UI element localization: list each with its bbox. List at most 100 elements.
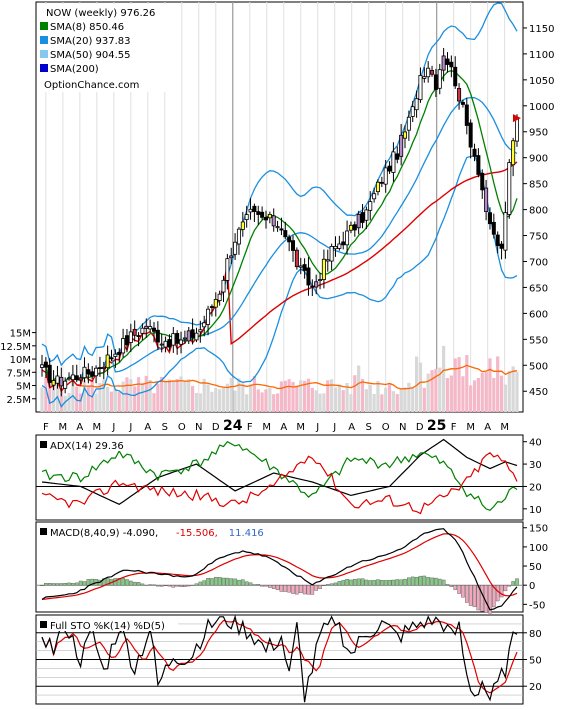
candle-body bbox=[303, 265, 306, 271]
volume-bar bbox=[280, 381, 283, 412]
candle-body bbox=[71, 375, 74, 380]
candle-body bbox=[427, 68, 430, 77]
macd-histogram-bar bbox=[67, 583, 70, 585]
volume-bar bbox=[203, 379, 206, 412]
candle-body bbox=[226, 259, 229, 281]
candle-body bbox=[172, 334, 175, 345]
candle-body bbox=[75, 376, 78, 380]
volume-bar bbox=[392, 391, 395, 412]
macd-histogram-bar bbox=[508, 585, 511, 586]
macd-histogram-bar bbox=[504, 585, 507, 591]
candle-body bbox=[454, 67, 457, 86]
candle-body bbox=[257, 212, 260, 215]
candle-body bbox=[191, 330, 194, 338]
macd-histogram-bar bbox=[56, 583, 59, 585]
macd-histogram-bar bbox=[465, 585, 468, 602]
macd-title-part: 11.416 bbox=[229, 528, 264, 539]
candle-body bbox=[442, 56, 445, 70]
candle-body bbox=[160, 344, 163, 345]
candle-body bbox=[334, 246, 337, 248]
candle-body bbox=[376, 182, 379, 191]
candle-body bbox=[52, 381, 55, 386]
macd-histogram-bar bbox=[481, 585, 484, 611]
y-tick-label: 950 bbox=[529, 128, 548, 139]
adx-tick-label: 10 bbox=[529, 505, 542, 516]
macd-histogram-bar bbox=[330, 584, 333, 585]
candle-body bbox=[237, 229, 240, 244]
macd-title-part: MACD(8,40,9) -4.090, bbox=[50, 528, 158, 539]
volume-bar bbox=[423, 388, 426, 412]
x-tick-label: F bbox=[43, 422, 49, 433]
volume-bar bbox=[512, 366, 515, 412]
volume-bar bbox=[373, 394, 376, 412]
macd-histogram-bar bbox=[253, 585, 256, 586]
macd-histogram-bar bbox=[376, 580, 379, 586]
legend-label: SMA(50) 904.55 bbox=[50, 50, 131, 61]
volume-bar bbox=[264, 389, 267, 412]
macd-histogram-bar bbox=[241, 580, 244, 586]
adx-swatch bbox=[40, 441, 47, 448]
macd-histogram-bar bbox=[384, 580, 387, 585]
candle-body bbox=[419, 75, 422, 99]
x-tick-label: F bbox=[247, 422, 253, 433]
candle-body bbox=[396, 154, 399, 159]
volume-bar bbox=[183, 382, 186, 412]
y-tick-label: 700 bbox=[529, 257, 548, 268]
volume-bar bbox=[268, 388, 271, 412]
volume-bar bbox=[284, 381, 287, 412]
candle-body bbox=[156, 330, 159, 342]
x-tick-label: S bbox=[162, 422, 168, 433]
volume-bar bbox=[214, 388, 217, 412]
macd-tick-label: 50 bbox=[529, 562, 542, 573]
volume-bar bbox=[369, 385, 372, 412]
macd-histogram-bar bbox=[141, 584, 144, 585]
candle-body bbox=[67, 378, 70, 379]
volume-bar bbox=[245, 394, 248, 412]
candle-body bbox=[311, 286, 314, 287]
candle-body bbox=[508, 163, 511, 215]
macd-histogram-bar bbox=[515, 579, 518, 585]
macd-histogram-bar bbox=[427, 577, 430, 585]
macd-histogram-bar bbox=[403, 579, 406, 585]
candle-body bbox=[380, 182, 383, 183]
volume-bar bbox=[457, 357, 460, 412]
volume-bar bbox=[496, 356, 499, 412]
macd-histogram-bar bbox=[214, 577, 217, 585]
macd-histogram-bar bbox=[419, 576, 422, 585]
volume-bar bbox=[261, 392, 264, 412]
candle-body bbox=[338, 244, 341, 248]
candle-body bbox=[199, 330, 202, 332]
volume-bar bbox=[315, 390, 318, 412]
candle-body bbox=[253, 206, 256, 211]
volume-bar bbox=[191, 386, 194, 412]
volume-bar bbox=[427, 374, 430, 412]
macd-histogram-bar bbox=[450, 585, 453, 587]
candle-body bbox=[361, 213, 364, 223]
volume-bar bbox=[230, 378, 233, 412]
y-tick-label: 450 bbox=[529, 387, 548, 398]
x-tick-label: A bbox=[484, 422, 491, 433]
volume-bar bbox=[376, 381, 379, 412]
macd-histogram-bar bbox=[129, 581, 132, 585]
macd-histogram-bar bbox=[179, 585, 182, 587]
candle-body bbox=[461, 102, 464, 104]
macd-histogram-bar bbox=[44, 583, 47, 585]
macd-histogram-bar bbox=[280, 585, 283, 591]
volume-bar bbox=[361, 379, 364, 412]
macd-histogram-bar bbox=[299, 585, 302, 593]
candle-body bbox=[357, 214, 360, 227]
candle-body bbox=[373, 194, 376, 199]
candle-body bbox=[98, 368, 101, 369]
macd-histogram-bar bbox=[322, 585, 325, 586]
candle-body bbox=[44, 362, 47, 367]
sto-tick-label: 80 bbox=[529, 629, 542, 640]
macd-histogram-bar bbox=[315, 585, 318, 590]
candle-body bbox=[106, 355, 109, 368]
candle-body bbox=[411, 107, 414, 117]
macd-histogram-bar bbox=[226, 578, 229, 585]
candle-body bbox=[349, 225, 352, 230]
candle-body bbox=[284, 231, 287, 237]
macd-histogram-bar bbox=[272, 585, 275, 588]
legend-swatch bbox=[40, 64, 48, 72]
